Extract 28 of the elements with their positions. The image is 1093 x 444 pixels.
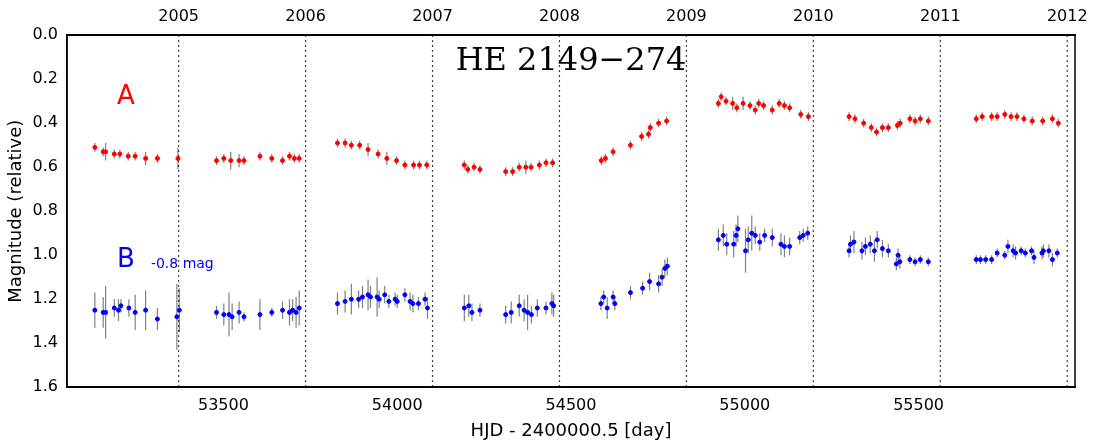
y-tick-label: 1.0 [32,244,59,264]
y-tick-label: 1.6 [32,376,59,396]
x2-tick-label: 2012 [1046,5,1088,25]
x-tick-label: 54000 [371,394,423,414]
text: A [117,80,136,111]
x2-tick-label: 2010 [793,5,834,25]
x-tick-label: 55000 [719,394,771,414]
x2-tick-label: 2006 [285,5,326,25]
y-tick-label: 0.2 [32,68,59,88]
x2-tick-label: 2009 [666,5,707,25]
x2-tick-label: 2007 [412,5,453,25]
y-tick-label: 0.6 [32,156,59,176]
y-tick-label: 0.8 [32,200,59,220]
annotation: -0.8 mag [150,254,214,271]
x2-tick-label: 2008 [539,5,580,25]
x2-tick-label: 2005 [158,5,199,25]
y-tick-label: 0.4 [32,112,59,132]
y-tick-label: 0.0 [32,24,59,44]
y-axis-title: Magnitude (relative) [4,119,26,303]
x-axis-title: HJD - 2400000.5 [day] [470,418,672,440]
x-tick-label: 54500 [545,394,597,414]
y-tick-label: 1.2 [32,288,59,308]
x-tick-label: 53500 [198,394,249,414]
x-tick-label: 55500 [893,394,945,414]
x2-tick-label: 2011 [919,5,961,25]
y-tick-label: 1.4 [32,332,59,352]
chart-title: HE 2149−274 [455,39,687,78]
text: B [117,242,135,273]
